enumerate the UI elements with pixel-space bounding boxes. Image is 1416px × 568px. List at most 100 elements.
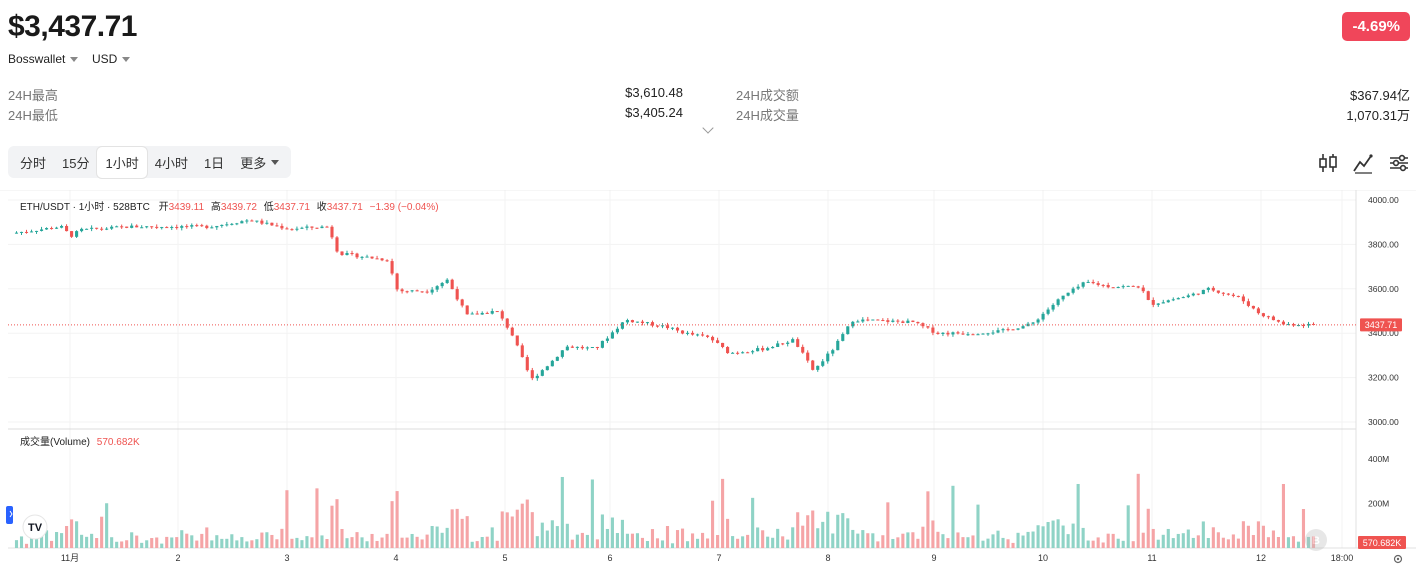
candle-body xyxy=(1261,313,1265,317)
candle-body xyxy=(1101,284,1105,286)
candle-body xyxy=(260,220,264,224)
candle-body xyxy=(1001,329,1005,331)
volume-bar xyxy=(1001,537,1005,548)
volume-legend: 成交量(Volume) 570.682K xyxy=(20,435,140,448)
tab-4h[interactable]: 4小时 xyxy=(154,155,188,171)
settings-sliders-icon[interactable] xyxy=(1388,152,1410,174)
volume-bar xyxy=(240,537,244,548)
volume-bar xyxy=(931,520,935,548)
tab-timeline[interactable]: 分时 xyxy=(20,155,47,171)
svg-text:B: B xyxy=(1312,535,1320,547)
chevron-right-icon xyxy=(9,510,13,518)
volume-bar xyxy=(786,539,790,548)
volume-last-label: 570.682K xyxy=(1363,538,1402,548)
candle-body xyxy=(445,279,449,283)
candle-body xyxy=(50,228,54,230)
volume-bar xyxy=(660,540,665,548)
candle-body xyxy=(1006,329,1010,331)
volume-bar xyxy=(545,530,549,548)
tab-1d[interactable]: 1日 xyxy=(203,155,225,171)
indicator-icon[interactable] xyxy=(1352,152,1374,174)
tab-more[interactable]: 更多 xyxy=(232,147,287,178)
exchange-selector[interactable]: Bosswallet xyxy=(8,52,79,66)
volume-bar xyxy=(485,536,489,548)
candle-body xyxy=(816,365,820,370)
volume-bar xyxy=(380,537,384,548)
candle-body xyxy=(1211,287,1215,291)
tradingview-logo-icon[interactable]: TV xyxy=(22,514,48,540)
candlestick-settings-icon[interactable] xyxy=(1317,152,1339,174)
currency-selector[interactable]: USD xyxy=(92,52,131,66)
volume-bar xyxy=(550,520,554,548)
volume-bar xyxy=(685,541,690,548)
volume-bar xyxy=(555,526,559,548)
candle-body xyxy=(1251,305,1255,309)
volume-bar xyxy=(871,533,875,548)
candle-body xyxy=(125,226,129,228)
candle-body xyxy=(736,352,740,354)
candle-body xyxy=(796,339,800,347)
candle-body xyxy=(981,333,985,335)
volume-bar xyxy=(1106,533,1110,548)
price-chart[interactable]: 4000.00 3800.00 3600.00 3400.00 3200.00 3000.… xyxy=(0,190,1416,568)
candle-body xyxy=(620,322,624,329)
candle-body xyxy=(610,332,614,339)
more-label: 更多 xyxy=(240,155,267,171)
candle-body xyxy=(315,227,319,229)
candle-body xyxy=(215,225,219,228)
volume-bar xyxy=(455,508,459,548)
volume-value: 1,070.31万 xyxy=(1346,108,1410,123)
side-panel-tab[interactable] xyxy=(6,506,13,524)
volume-bar xyxy=(951,485,955,548)
volume-bar xyxy=(200,533,204,548)
candle-body xyxy=(846,326,850,335)
chevron-down-icon xyxy=(122,56,131,62)
volume-bar xyxy=(901,533,905,548)
volume-bar xyxy=(976,504,980,548)
expand-chevron-icon[interactable] xyxy=(702,122,714,134)
candle-body xyxy=(465,305,469,315)
candle-body xyxy=(1291,324,1296,326)
volume-bar xyxy=(861,530,865,548)
chart-settings-gear-icon[interactable] xyxy=(1393,554,1403,564)
candle-body xyxy=(135,225,139,228)
chart-grid xyxy=(8,190,1356,548)
candle-body xyxy=(90,227,94,229)
candle-body xyxy=(1171,299,1175,301)
volume-bar xyxy=(851,529,855,548)
volume-bar xyxy=(721,478,725,548)
candle-body xyxy=(460,299,464,306)
volume-bar xyxy=(886,502,890,548)
volume-bar xyxy=(500,511,504,548)
candle-body xyxy=(706,335,710,337)
candle-body xyxy=(165,227,169,229)
volume-bar xyxy=(1246,525,1250,548)
low-label: 24H最低 xyxy=(8,108,58,123)
volume-bar xyxy=(155,537,159,548)
candle-body xyxy=(295,228,299,230)
candle-body xyxy=(100,228,104,230)
price-tick-label: 3800.00 xyxy=(1368,239,1399,249)
candle-body xyxy=(340,251,344,256)
volume-bar xyxy=(831,533,835,548)
volume-bar xyxy=(1131,541,1135,548)
candle-body xyxy=(310,226,314,228)
candle-body xyxy=(405,291,409,293)
candle-body xyxy=(160,227,164,229)
tab-1h[interactable]: 1小时 xyxy=(97,146,147,178)
candle-body xyxy=(866,319,870,321)
volume-bar xyxy=(120,541,124,548)
candle-body xyxy=(801,346,805,353)
candle-body xyxy=(1151,299,1155,305)
candle-body xyxy=(285,228,289,230)
candle-body xyxy=(756,348,760,352)
volume-bar xyxy=(996,530,1000,548)
open-value: 3439.11 xyxy=(169,202,205,213)
price-tick-label: 3400.00 xyxy=(1368,328,1399,338)
volume-bar xyxy=(1181,533,1185,548)
volume-bar xyxy=(520,503,524,548)
time-tick-label: 18:00 xyxy=(1331,553,1354,563)
volume-bar xyxy=(680,528,685,548)
candle-body xyxy=(1241,296,1245,302)
tab-15m[interactable]: 15分 xyxy=(62,155,90,171)
